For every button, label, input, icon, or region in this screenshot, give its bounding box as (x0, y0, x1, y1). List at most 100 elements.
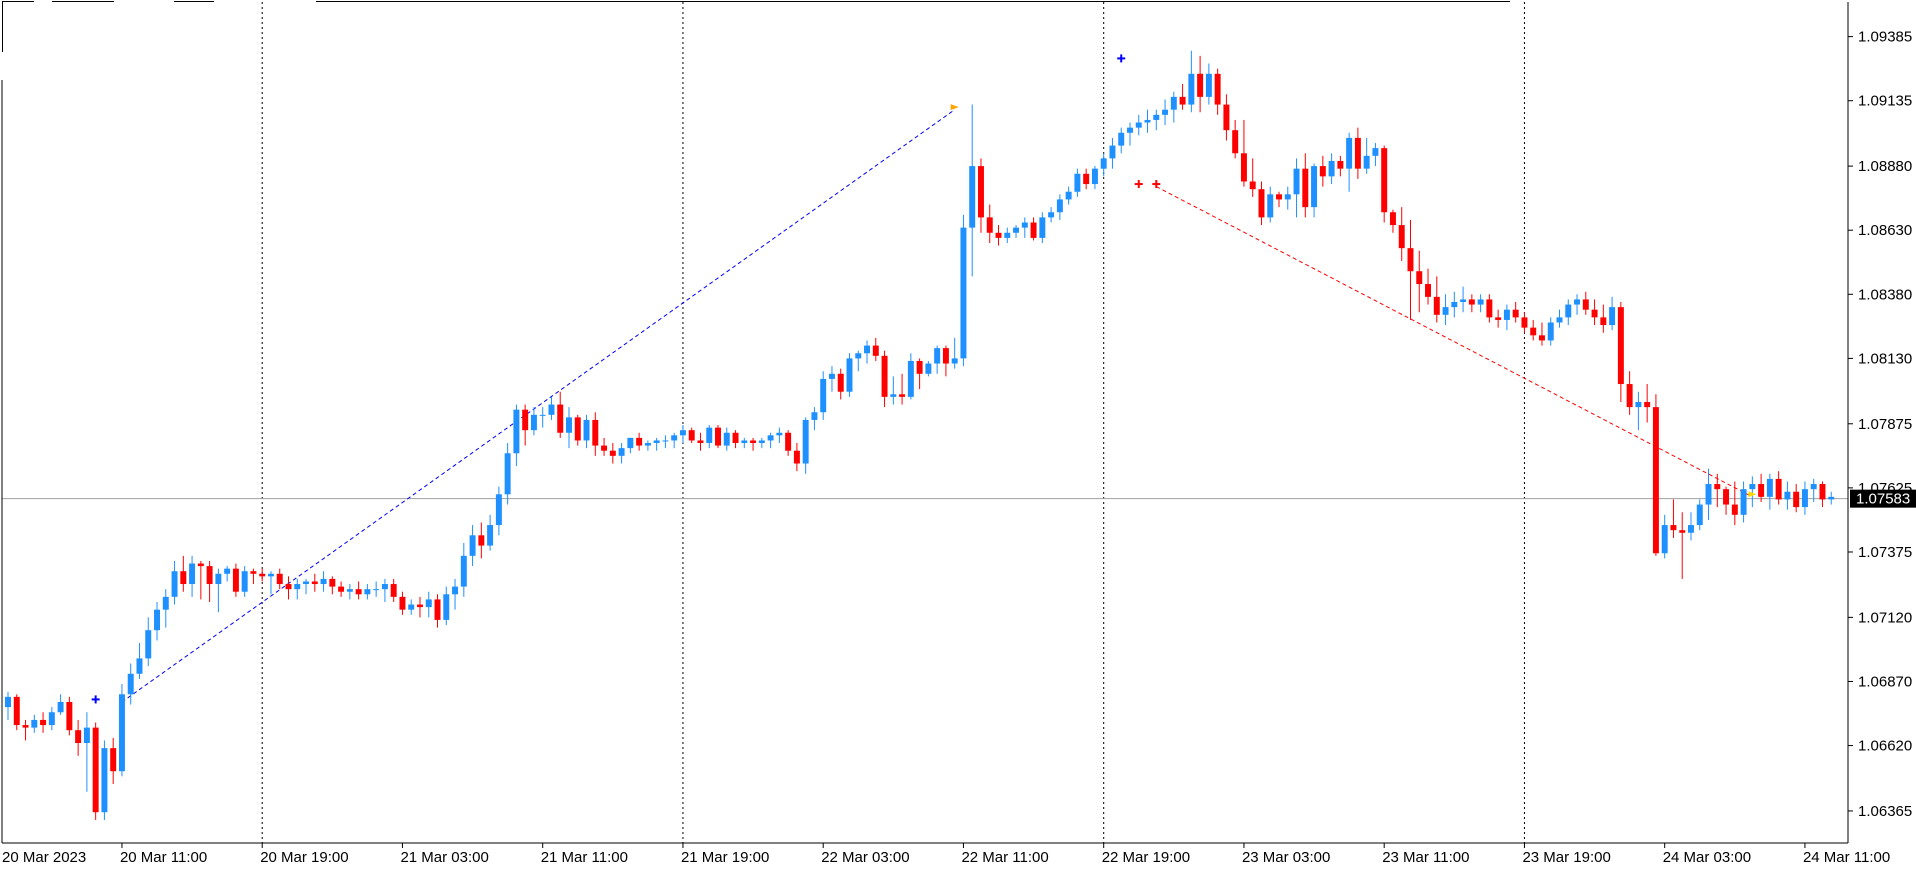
candle-body-up (1460, 299, 1467, 302)
candle-body-up (864, 345, 871, 354)
candle-body-down (1468, 299, 1475, 305)
candle-body-up (1284, 194, 1291, 200)
candle-body-down (1389, 212, 1396, 226)
candle-body-down (1617, 307, 1624, 385)
candle-body-up (267, 573, 274, 577)
candle-body-down (1214, 73, 1221, 105)
candle-body-up (1784, 491, 1791, 500)
candle-body-down (1240, 153, 1247, 182)
candle-body-down (872, 345, 879, 356)
x-tick-label: 22 Mar 19:00 (1102, 849, 1190, 866)
candle-body-down (1398, 225, 1405, 249)
candle-body-down (311, 581, 318, 585)
candle-body-down (557, 404, 564, 433)
candle-body-up (1162, 109, 1169, 115)
candle-body-down (1179, 96, 1186, 105)
candle-body-up (890, 394, 897, 397)
candle-body-down (732, 432, 739, 444)
candle-body-up (1705, 484, 1712, 505)
arrow-marker (950, 104, 959, 111)
candle-body-down (478, 535, 485, 546)
y-tick-label: 1.06870 (1858, 673, 1912, 690)
candle-body-up (487, 525, 494, 546)
candle-body-down (715, 427, 721, 446)
candle-body-down (66, 701, 73, 731)
y-tick-label: 1.07120 (1858, 609, 1912, 626)
candle-body-up (583, 419, 590, 441)
candle-body-up (381, 584, 388, 590)
candle-body-down (1530, 327, 1537, 336)
candle-body-down (1775, 478, 1782, 500)
candle-body-up (1013, 227, 1020, 233)
candle-body-up (1574, 299, 1581, 305)
candle-body-down (206, 566, 213, 585)
x-tick-label: 24 Mar 11:00 (1803, 849, 1890, 866)
candle-body-up (1328, 160, 1335, 177)
y-tick-label: 1.06620 (1858, 738, 1912, 755)
candle-body-up (1021, 222, 1028, 228)
candle-body-down (1249, 181, 1256, 190)
candle-body-up (189, 563, 196, 585)
candle-body-up (1205, 73, 1212, 97)
candle-body-up (1188, 73, 1195, 105)
candle-body-up (1740, 489, 1747, 515)
candle-body-down (986, 217, 993, 233)
candle-body-down (1512, 309, 1519, 318)
candle-body-down (1591, 309, 1598, 318)
candle-body-down (977, 166, 984, 218)
toolbar-fragment-3 (174, 1, 214, 2)
candle-body-up (1801, 489, 1808, 508)
y-tick-label: 1.08880 (1858, 158, 1912, 175)
candle-body-down (837, 373, 844, 392)
candle-body-down (1600, 317, 1607, 326)
candle-body-up (969, 166, 976, 228)
candle-body-down (75, 730, 82, 744)
candle-body-up (1565, 304, 1572, 318)
candle-body-up (925, 363, 932, 374)
candle-body-down (697, 440, 704, 444)
candle-body-up (1346, 137, 1353, 169)
candle-body-up (303, 581, 310, 585)
arrow-marker (1748, 491, 1757, 498)
x-tick-label: 22 Mar 11:00 (961, 849, 1048, 866)
candle-body-down (1433, 296, 1440, 315)
candle-body-up (504, 453, 511, 495)
candle-body-down (1030, 222, 1037, 238)
candle-body-up (618, 448, 625, 456)
y-tick-label: 1.09385 (1858, 29, 1912, 46)
toolbar-fragment-4 (316, 1, 1510, 2)
candle-body-up (671, 435, 678, 441)
candle-body-up (1293, 168, 1300, 195)
candle-body-up (767, 435, 774, 441)
candle-body-down (197, 563, 204, 567)
candle-body-up (136, 658, 143, 674)
candle-body-down (1495, 317, 1502, 320)
candle-body-up (1091, 168, 1098, 185)
candle-body-up (1056, 199, 1063, 213)
candle-body-up (1127, 127, 1133, 133)
candle-body-up (1661, 525, 1668, 554)
candle-body-up (364, 589, 371, 595)
candle-body-down (1731, 504, 1738, 515)
candle-body-up (154, 609, 160, 631)
y-tick-label: 1.08130 (1858, 350, 1912, 367)
candle-body-down (417, 604, 423, 608)
candle-body-up (320, 578, 327, 585)
candle-body-down (1644, 401, 1651, 408)
candle-body-down (688, 430, 695, 441)
candle-body-up (1547, 322, 1554, 341)
toolbar-fragment-2 (52, 1, 114, 2)
candle-body-up (907, 360, 914, 397)
candle-body-up (811, 412, 818, 420)
candle-body-up (1048, 212, 1055, 218)
candle-body-up (57, 701, 64, 713)
toolbar-fragment-1 (2, 1, 34, 2)
candle-body-down (180, 571, 187, 585)
candle-body-up (653, 440, 660, 444)
candle-body-up (460, 555, 467, 587)
current-price-label: 1.07583 (1856, 491, 1910, 508)
candle-body-down (13, 696, 20, 726)
candle-body-up (1556, 317, 1563, 323)
candle-body-down (601, 445, 608, 451)
